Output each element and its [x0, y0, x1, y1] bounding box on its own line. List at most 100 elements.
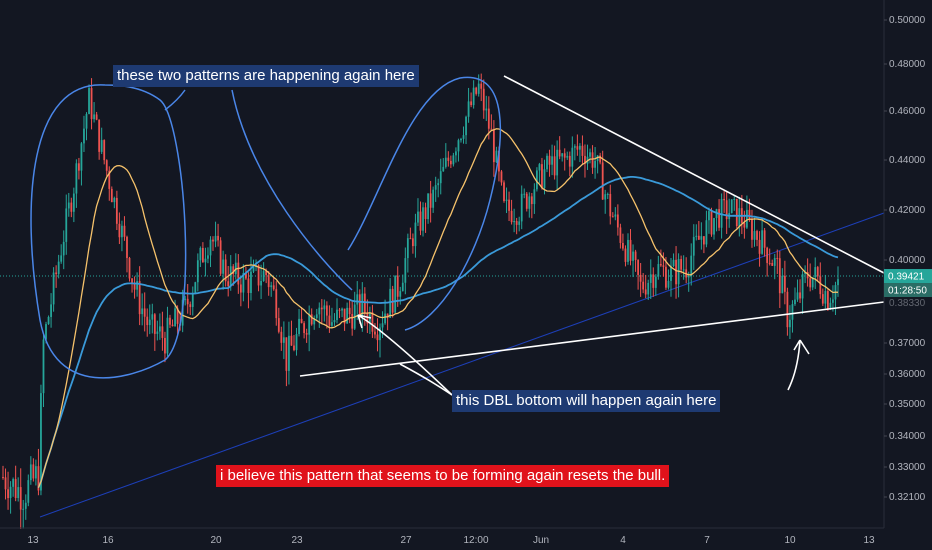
- candle: [224, 254, 227, 287]
- candle-body: [366, 312, 369, 324]
- candle-body: [128, 257, 131, 279]
- candle-body: [336, 309, 338, 321]
- candle: [267, 271, 270, 296]
- candle: [141, 293, 144, 326]
- candle-body: [176, 308, 179, 324]
- candle-body: [733, 198, 736, 200]
- y-tick-label: 0.34000: [889, 431, 926, 442]
- candle-body: [42, 339, 45, 394]
- candle: [409, 227, 412, 240]
- candle-body: [826, 291, 829, 309]
- candle: [637, 259, 640, 290]
- candle-body: [356, 294, 359, 305]
- candle: [412, 233, 414, 254]
- candle-body: [462, 135, 465, 139]
- candle-body: [429, 193, 432, 208]
- candle-body: [293, 345, 295, 351]
- candle-body: [753, 231, 756, 240]
- candle: [781, 268, 784, 294]
- candle: [374, 323, 376, 339]
- candle: [710, 207, 713, 237]
- candle-body: [465, 116, 467, 136]
- candle-body: [166, 317, 169, 354]
- candle-body: [692, 236, 695, 256]
- candle-body: [136, 281, 139, 290]
- candle-body: [60, 255, 63, 262]
- candle: [576, 134, 579, 156]
- candle-body: [275, 289, 278, 319]
- candle: [295, 327, 298, 356]
- candle: [123, 216, 126, 241]
- candle-body: [596, 155, 599, 161]
- candle: [584, 144, 586, 178]
- candle-body: [257, 265, 260, 286]
- candle: [599, 152, 602, 165]
- candle: [212, 236, 214, 251]
- candle-body: [761, 230, 763, 254]
- candle-body: [148, 319, 151, 326]
- candle-body: [95, 114, 98, 120]
- candle-body: [374, 331, 376, 335]
- candle-body: [518, 221, 521, 225]
- candle: [333, 313, 336, 326]
- candle-body: [88, 88, 90, 114]
- candle: [551, 144, 553, 176]
- candle: [305, 328, 308, 343]
- candle-body: [639, 274, 642, 282]
- y-tick-label: 0.42000: [889, 205, 926, 216]
- candle-body: [672, 259, 675, 266]
- candle-body: [535, 170, 538, 190]
- dbl-bottom-arrow: [357, 314, 453, 396]
- candle: [121, 220, 123, 252]
- candle-body: [599, 155, 602, 163]
- candle: [649, 259, 652, 299]
- candle-body: [781, 275, 784, 294]
- y-tick-label: 0.33000: [889, 462, 926, 473]
- candle: [331, 307, 333, 328]
- candle: [492, 120, 495, 177]
- candle: [439, 158, 442, 195]
- x-tick-label: 4: [620, 535, 626, 546]
- candle: [131, 277, 133, 293]
- candle-body: [417, 211, 419, 223]
- candle-body: [219, 240, 222, 274]
- candle: [432, 186, 435, 213]
- candle: [672, 253, 675, 268]
- candle-body: [492, 129, 495, 163]
- candle: [746, 195, 748, 229]
- candle: [361, 282, 364, 332]
- candle: [118, 212, 121, 245]
- candle-body: [819, 276, 822, 295]
- candle: [768, 248, 771, 266]
- candle-body: [396, 275, 399, 297]
- candle: [675, 246, 677, 299]
- candle-body: [665, 266, 667, 288]
- candle-body: [121, 225, 123, 238]
- candle-body: [245, 273, 247, 279]
- candle-body: [680, 259, 683, 270]
- candle-body: [708, 211, 710, 221]
- candles: [2, 73, 839, 529]
- candle-body: [452, 155, 455, 165]
- candle-body: [242, 273, 245, 293]
- candle-body: [404, 258, 407, 283]
- candle-body: [776, 257, 779, 259]
- candle-body: [786, 291, 789, 328]
- candle-body: [642, 281, 645, 290]
- candle-body: [90, 88, 93, 120]
- candle-body: [624, 248, 627, 262]
- candle-body: [199, 247, 202, 261]
- candle-body: [746, 209, 748, 228]
- candle: [143, 292, 146, 332]
- x-tick-label: 10: [784, 535, 796, 546]
- candle-body: [783, 275, 786, 292]
- candle-body: [510, 210, 513, 223]
- candle: [338, 308, 341, 319]
- candle-body: [644, 289, 647, 295]
- candle-body: [123, 225, 126, 237]
- candle: [404, 247, 407, 295]
- candle-body: [432, 189, 435, 208]
- moving-averages: [37, 128, 839, 489]
- candle-body: [57, 261, 60, 274]
